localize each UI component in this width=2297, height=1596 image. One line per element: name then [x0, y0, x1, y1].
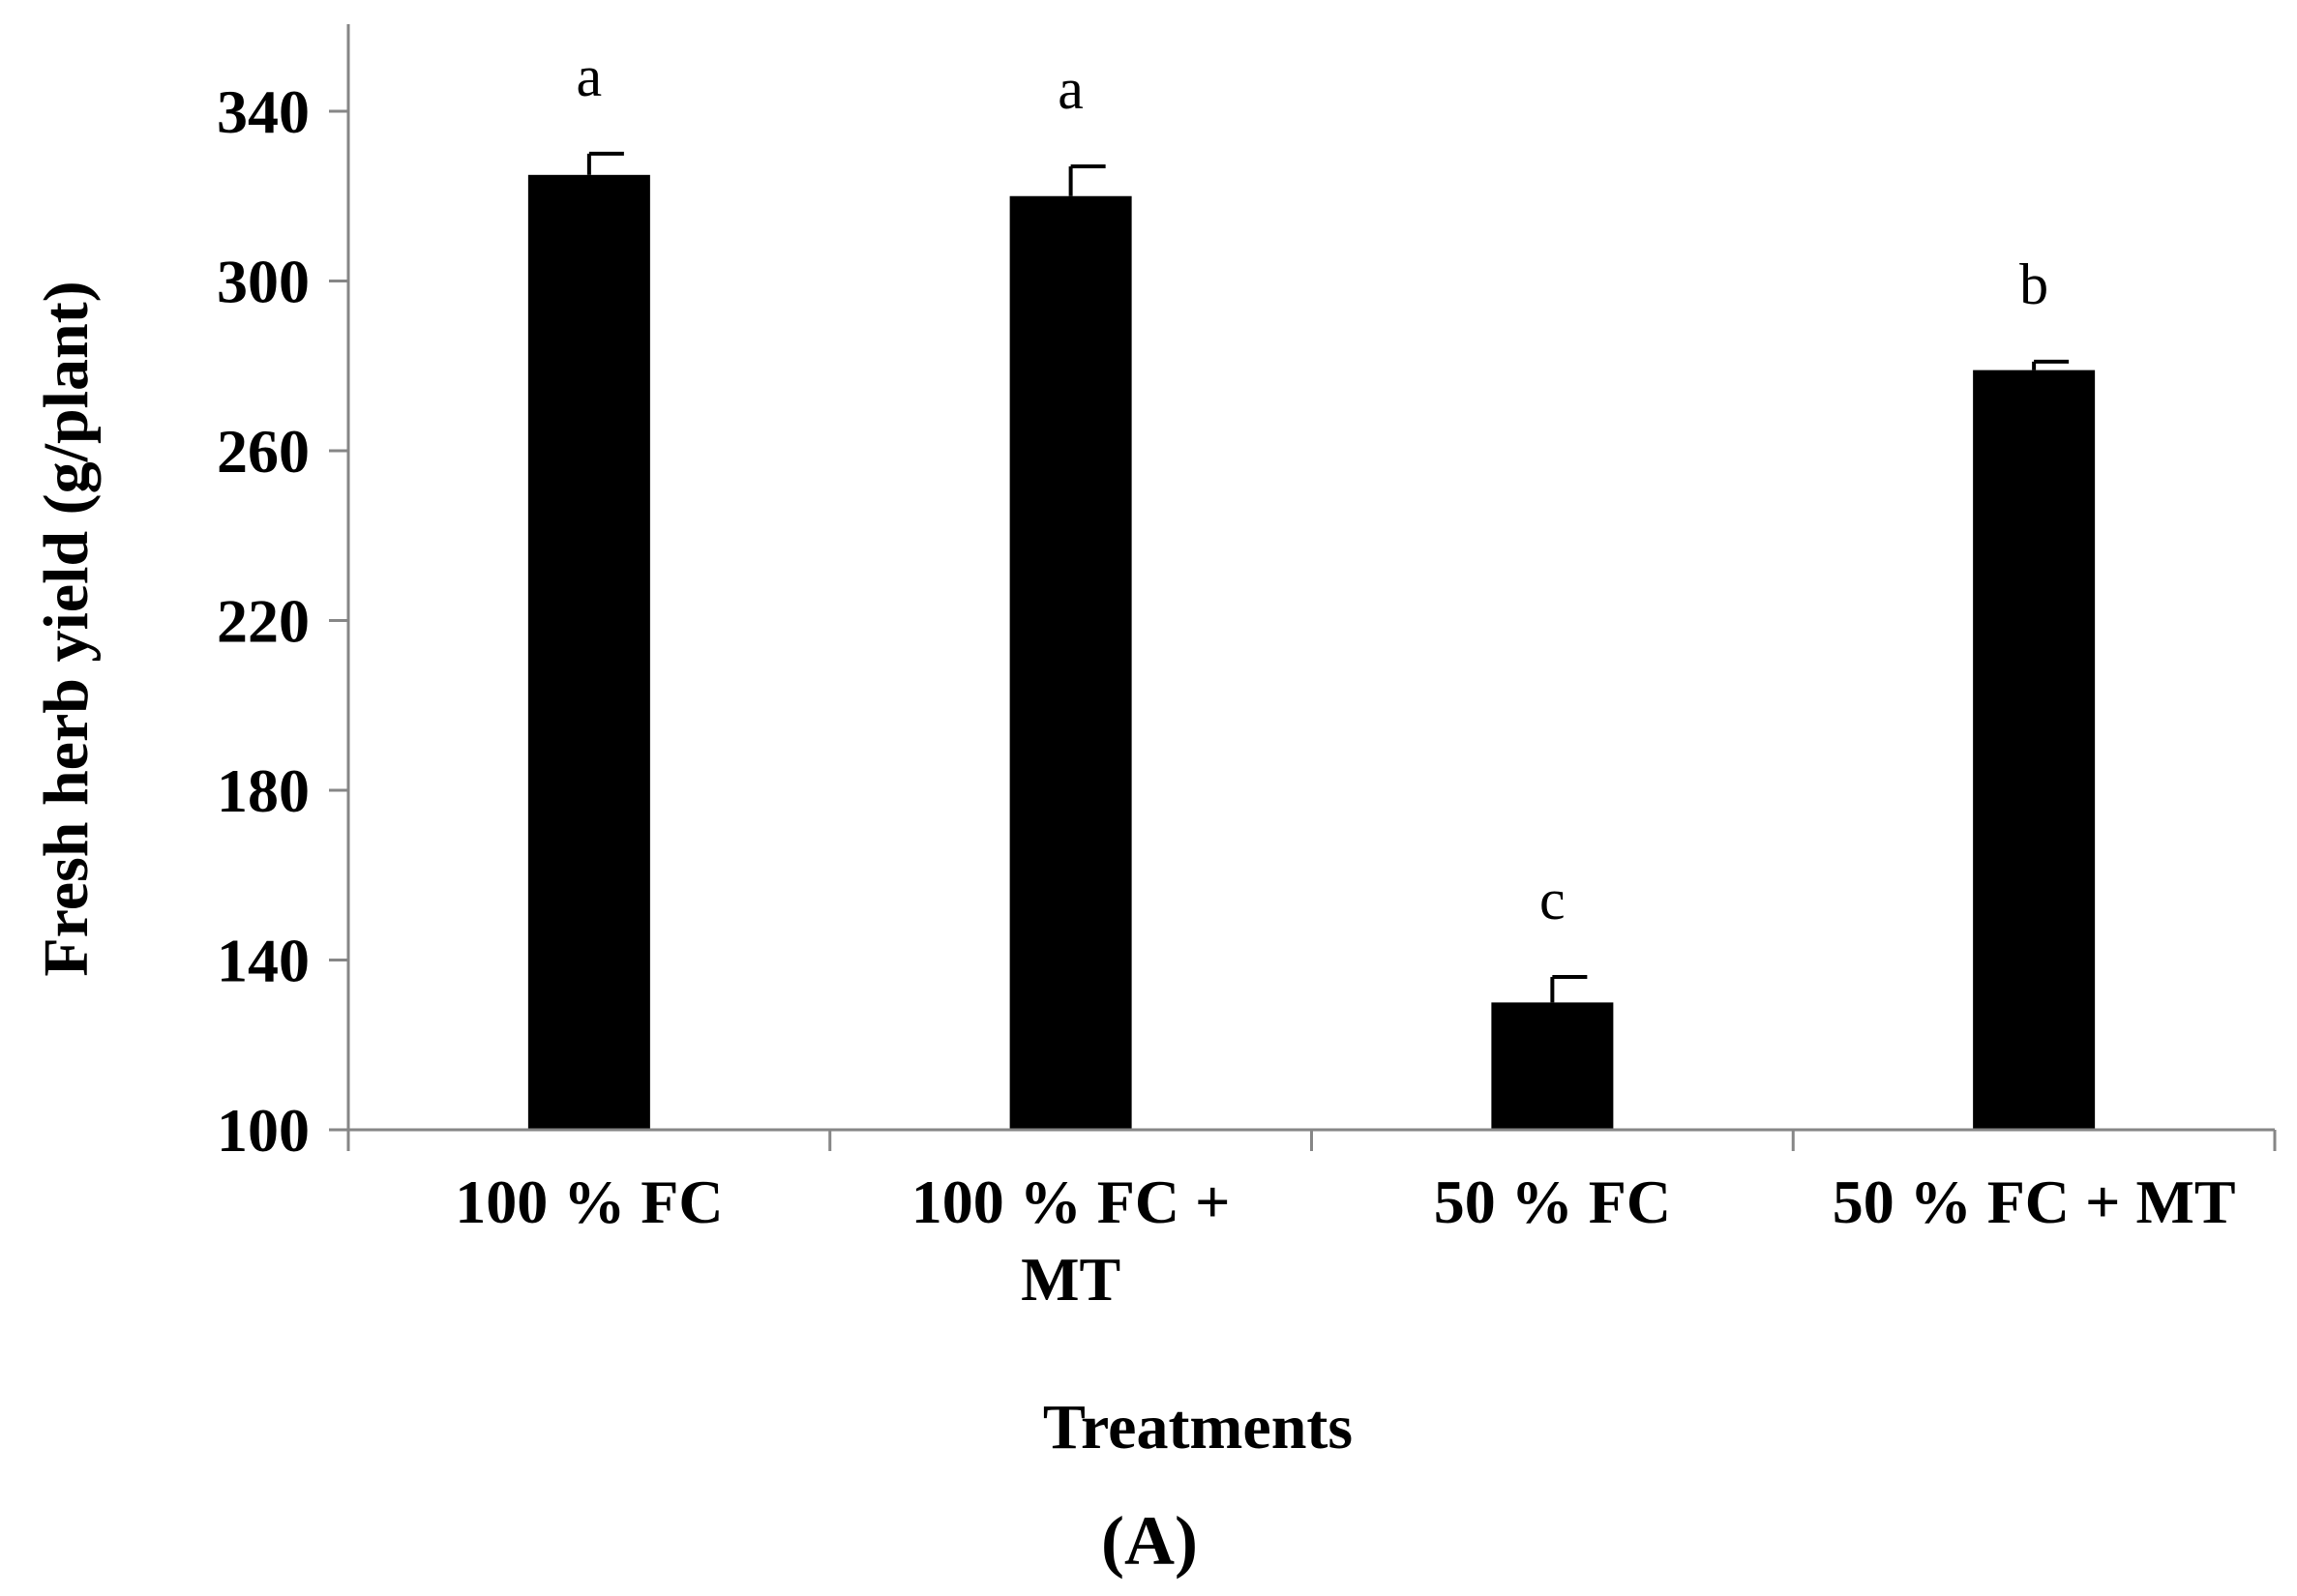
- significance-letter-1: a: [577, 44, 603, 108]
- error-bars-layer: [586, 151, 2070, 1003]
- x-category-labels-layer: 100 % FC 100 % FC + MT 50 % FC 50 % FC + MT: [455, 1167, 2235, 1314]
- significance-letters-layer: a a c b: [577, 44, 2049, 931]
- bars-layer: [527, 174, 2096, 1130]
- bar-4: [1973, 369, 2096, 1130]
- y-tick-label-340: 340: [217, 77, 310, 146]
- y-tick-label-220: 220: [217, 587, 310, 656]
- x-axis-title: Treatments: [1043, 1392, 1353, 1463]
- y-tick-label-260: 260: [217, 417, 310, 486]
- y-tick-label-140: 140: [217, 927, 310, 995]
- y-tick-label-300: 300: [217, 248, 310, 316]
- x-tick-label-4: 50 % FC + MT: [1833, 1167, 2236, 1236]
- significance-letter-2: a: [1058, 57, 1084, 121]
- panel-label: (A): [1101, 1502, 1198, 1580]
- significance-letter-4: b: [2019, 252, 2048, 316]
- y-axis-title: Fresh herb yield (g/plant): [31, 281, 102, 976]
- axes-layer: [329, 24, 2277, 1151]
- significance-letter-3: c: [1539, 868, 1566, 931]
- x-tick-label-2-line-1: 100 % FC +: [911, 1167, 1231, 1236]
- y-tick-label-180: 180: [217, 756, 310, 825]
- x-tick-label-1: 100 % FC: [455, 1167, 723, 1236]
- y-tick-label-100: 100: [217, 1096, 310, 1165]
- bar-2: [1009, 195, 1132, 1130]
- y-tick-labels-layer: 100 140 180 220 260 300 340: [217, 77, 310, 1165]
- x-tick-label-2-line-2: MT: [1021, 1245, 1120, 1314]
- bar-3: [1491, 1002, 1614, 1130]
- bar-1: [527, 174, 650, 1130]
- x-tick-label-3: 50 % FC: [1434, 1167, 1671, 1236]
